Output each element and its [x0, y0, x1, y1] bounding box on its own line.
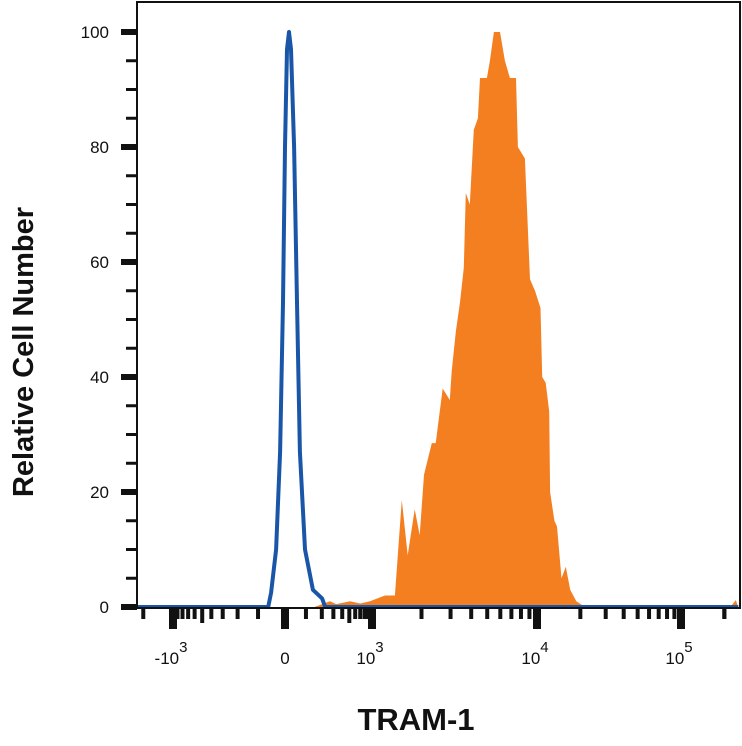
- x-minor-tick: [141, 609, 146, 619]
- plot-frame: [136, 1, 741, 609]
- x-minor-tick: [347, 609, 352, 623]
- x-major-tick: [677, 609, 685, 629]
- y-major-tick: [121, 259, 137, 265]
- x-tick-base: 0: [280, 649, 289, 668]
- x-minor-tick: [518, 609, 523, 619]
- y-minor-tick: [126, 174, 137, 178]
- y-major-tick: [121, 374, 137, 380]
- x-minor-tick: [175, 609, 180, 619]
- plot-area: [137, 30, 739, 609]
- y-major-tick: [121, 604, 137, 610]
- x-minor-tick: [319, 609, 324, 619]
- x-minor-tick: [358, 609, 363, 619]
- y-tick-label: 20: [90, 483, 109, 502]
- x-minor-tick: [672, 609, 677, 619]
- x-tick-label: 105: [665, 639, 692, 668]
- x-major-tick: [533, 609, 541, 629]
- x-minor-tick: [180, 609, 185, 619]
- x-minor-tick: [603, 609, 608, 619]
- y-tick-label: 40: [90, 368, 109, 387]
- x-minor-tick: [485, 609, 490, 619]
- y-major-tick: [121, 144, 137, 150]
- y-tick-label: 80: [90, 138, 109, 157]
- x-tick-base: 10: [356, 649, 375, 668]
- y-tick-label: 100: [81, 23, 109, 42]
- y-minor-tick: [126, 461, 137, 465]
- x-minor-tick: [722, 609, 727, 619]
- x-minor-tick: [498, 609, 503, 619]
- x-axis-title: TRAM-1: [357, 702, 474, 737]
- y-minor-tick: [126, 203, 137, 206]
- x-minor-tick: [303, 609, 308, 619]
- y-minor-tick: [126, 433, 137, 436]
- y-minor-tick: [126, 404, 137, 408]
- x-tick-label: 0: [280, 649, 289, 668]
- x-minor-tick: [200, 609, 205, 623]
- x-tick-exponent: 3: [179, 639, 187, 656]
- y-minor-tick: [126, 548, 137, 551]
- y-minor-tick: [126, 231, 137, 235]
- x-minor-tick: [469, 609, 474, 619]
- y-minor-tick: [126, 576, 137, 580]
- x-minor-tick: [235, 609, 240, 619]
- x-tick-base: 10: [665, 649, 684, 668]
- x-minor-tick: [656, 609, 661, 619]
- x-minor-tick: [509, 609, 514, 619]
- x-major-tick: [368, 609, 376, 629]
- x-minor-tick: [353, 609, 358, 619]
- x-major-tick: [169, 609, 177, 629]
- x-tick-label: -103: [155, 639, 188, 668]
- x-minor-tick: [635, 609, 640, 619]
- x-tick-label: 104: [521, 639, 548, 668]
- x-tick-label: 103: [356, 639, 383, 668]
- x-minor-tick: [192, 609, 197, 619]
- x-minor-tick: [209, 609, 214, 619]
- x-minor-tick: [419, 609, 424, 619]
- y-minor-tick: [126, 519, 137, 523]
- y-tick-label: 0: [100, 598, 109, 617]
- x-minor-tick: [647, 609, 652, 619]
- x-minor-tick: [527, 609, 532, 619]
- y-axis-title: Relative Cell Number: [8, 207, 40, 497]
- x-minor-tick: [340, 609, 345, 619]
- x-minor-tick: [448, 609, 453, 619]
- x-minor-tick: [256, 609, 261, 619]
- x-tick-exponent: 4: [540, 639, 548, 656]
- x-tick-exponent: 3: [375, 639, 383, 656]
- x-tick-base: 10: [521, 649, 540, 668]
- y-axis: 0 20 40 60 80 100: [81, 23, 137, 617]
- sample-histogram-fill: [137, 32, 739, 607]
- y-minor-tick: [126, 59, 137, 63]
- x-minor-tick: [186, 609, 191, 619]
- y-major-tick: [121, 489, 137, 495]
- x-minor-tick: [220, 609, 225, 619]
- y-minor-tick: [126, 88, 137, 91]
- x-minor-tick: [362, 609, 367, 619]
- x-minor-tick: [331, 609, 336, 619]
- x-minor-tick: [578, 609, 583, 619]
- x-tick-base: -10: [155, 649, 180, 668]
- y-minor-tick: [126, 289, 137, 293]
- isotype-control-line: [137, 30, 739, 609]
- y-tick-label: 60: [90, 253, 109, 272]
- y-major-tick: [121, 29, 137, 35]
- y-minor-tick: [126, 346, 137, 350]
- x-tick-exponent: 5: [684, 639, 692, 656]
- y-minor-tick: [126, 116, 137, 120]
- x-minor-tick: [621, 609, 626, 619]
- x-major-tick: [281, 609, 289, 629]
- x-minor-tick: [665, 609, 670, 619]
- y-minor-tick: [126, 318, 137, 321]
